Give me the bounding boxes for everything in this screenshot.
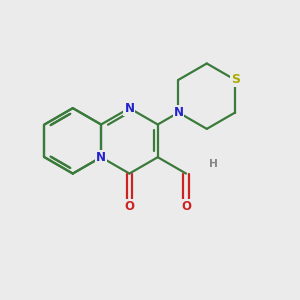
Text: H: H [209, 159, 218, 169]
Text: O: O [181, 200, 191, 213]
Text: S: S [231, 73, 239, 86]
Text: N: N [173, 106, 184, 119]
Text: N: N [124, 102, 134, 115]
Text: N: N [96, 151, 106, 164]
Text: O: O [124, 200, 134, 213]
